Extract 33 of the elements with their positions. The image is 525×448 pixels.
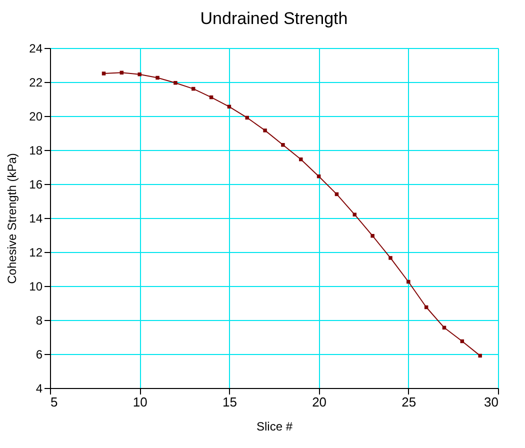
y-tick-label: 6	[36, 348, 43, 362]
point	[281, 143, 285, 147]
point	[245, 116, 249, 120]
point	[299, 157, 303, 162]
x-tick-label: 15	[222, 394, 237, 410]
point	[138, 72, 142, 76]
y-tick-label: 4	[36, 382, 43, 396]
y-axis-title: Cohesive Strength (kPa)	[5, 153, 20, 284]
point	[352, 212, 357, 216]
x-tick-label: 25	[402, 394, 416, 410]
point	[156, 76, 160, 80]
point	[174, 80, 178, 85]
y-tick-label: 16	[29, 178, 43, 192]
y-tick-label: 20	[29, 110, 43, 124]
y-tick-label: 10	[29, 280, 43, 294]
x-tick-label: 5	[50, 394, 58, 410]
y-tick-label: 8	[36, 314, 43, 328]
x-tick-label: 30	[484, 394, 498, 410]
point	[478, 354, 482, 358]
x-axis-title: Slice #	[256, 420, 293, 434]
y-tick-label: 18	[29, 144, 43, 158]
point	[263, 128, 267, 132]
point	[102, 72, 106, 76]
y-tick-label: 22	[29, 76, 43, 90]
point	[406, 280, 410, 284]
y-tick-label: 24	[29, 42, 43, 56]
x-tick-label: 10	[132, 394, 148, 410]
y-tick-label: 14	[29, 212, 43, 226]
x-tick-label: 20	[312, 394, 327, 410]
chart-title: Undrained Strength	[200, 9, 348, 28]
point	[370, 234, 374, 238]
point	[388, 256, 392, 260]
y-tick-label: 12	[29, 246, 43, 260]
